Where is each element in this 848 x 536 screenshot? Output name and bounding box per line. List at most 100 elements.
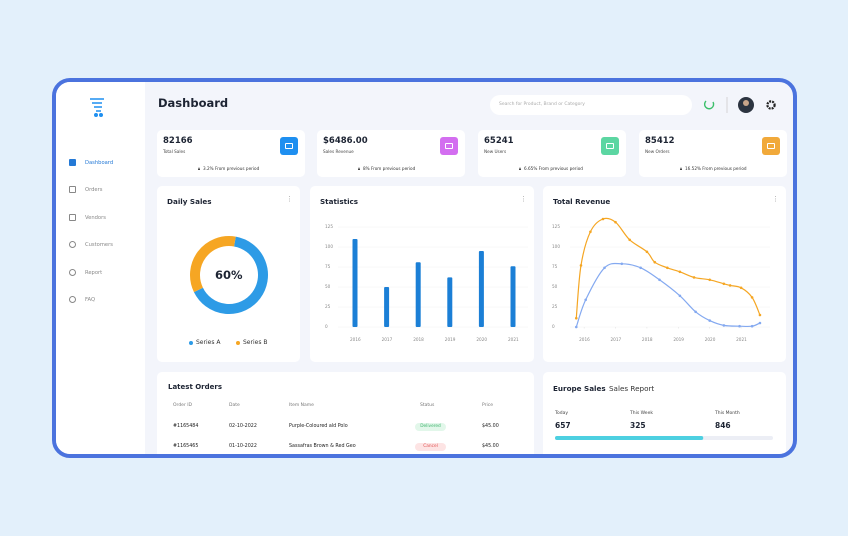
menu-icon xyxy=(69,269,76,276)
chart-card xyxy=(543,186,786,362)
menu-item[interactable]: Dashboard xyxy=(85,159,114,166)
point xyxy=(722,282,726,286)
cell: $45.00 xyxy=(482,423,499,429)
point xyxy=(584,298,587,302)
x-tick-label: 2017 xyxy=(610,337,622,343)
status: Cancel xyxy=(423,444,438,450)
y-tick-label: 50 xyxy=(325,284,331,290)
chart-title: Statistics xyxy=(320,197,359,207)
cell: #1165484 xyxy=(173,423,199,429)
cell: Purple-Coloured ald Polo xyxy=(289,423,348,429)
settings-icon[interactable] xyxy=(766,100,776,110)
chart-title: Total Revenue xyxy=(553,197,611,207)
x-tick-label: 2016 xyxy=(579,337,590,343)
device-frame: Dashboard Orders Vendors Customers Report FAQ… xyxy=(52,78,797,458)
sidebar xyxy=(56,82,145,454)
logo-lines xyxy=(90,98,104,112)
point xyxy=(692,276,696,279)
page-title: Dashboard xyxy=(158,95,229,110)
period-value: 657 xyxy=(555,421,571,431)
orders-card xyxy=(157,372,534,454)
bar xyxy=(510,266,516,327)
y-tick-label: 50 xyxy=(552,284,558,290)
menu-icon xyxy=(69,241,76,248)
point xyxy=(603,266,606,270)
y-tick-label: 125 xyxy=(552,224,560,230)
point xyxy=(620,262,624,266)
progress-fill xyxy=(555,436,704,440)
period-label: This Month xyxy=(715,411,740,417)
point xyxy=(645,250,649,254)
screen: Dashboard Orders Vendors Customers Report FAQ… xyxy=(56,82,793,454)
menu-item[interactable]: Report xyxy=(85,269,103,276)
y-tick-label: 0 xyxy=(552,324,555,330)
point xyxy=(694,310,697,314)
cell: $45.00 xyxy=(482,443,499,449)
point xyxy=(739,286,743,290)
y-tick-label: 75 xyxy=(325,264,331,270)
change-arrow xyxy=(358,167,360,170)
more-menu[interactable]: ⋮ xyxy=(520,195,527,204)
orders-title: Latest Orders xyxy=(168,383,223,392)
x-tick-label: 2019 xyxy=(673,337,684,343)
column-header: Order ID xyxy=(173,403,193,409)
donut-segment xyxy=(190,236,236,293)
more-menu[interactable]: ⋮ xyxy=(772,195,779,204)
column-header: Price xyxy=(482,403,493,409)
stat-change: 3.2% From previous period xyxy=(203,166,260,172)
status-pill xyxy=(415,423,446,431)
stat-value: 82166 xyxy=(163,136,193,147)
column-header: Item Name xyxy=(289,403,314,409)
y-tick-label: 25 xyxy=(325,304,331,310)
stat-value: $6486.00 xyxy=(323,136,368,147)
point xyxy=(614,220,617,224)
menu-icon xyxy=(69,159,76,166)
europe-subtitle: Sales Report xyxy=(609,384,655,394)
point xyxy=(678,270,682,274)
bar xyxy=(415,262,421,327)
menu-item[interactable]: Vendors xyxy=(85,214,106,221)
point xyxy=(738,324,741,328)
menu-icon xyxy=(69,186,76,193)
stat-value: 65241 xyxy=(484,136,514,147)
point xyxy=(653,260,657,264)
menu-item[interactable]: Customers xyxy=(85,241,113,248)
menu-icon xyxy=(69,214,76,221)
y-tick-label: 100 xyxy=(325,244,333,250)
stat-icon xyxy=(280,137,298,155)
point xyxy=(708,319,712,322)
legend-label: Series A xyxy=(196,339,221,347)
refresh-icon[interactable] xyxy=(703,100,715,110)
y-tick-label: 75 xyxy=(552,264,558,270)
bar xyxy=(384,287,390,327)
column-header: Date xyxy=(229,403,240,409)
point xyxy=(708,278,712,282)
period-value: 846 xyxy=(715,421,731,431)
stat-icon xyxy=(601,137,619,155)
legend-dot xyxy=(189,341,193,345)
europe-card xyxy=(543,372,786,454)
point xyxy=(758,321,762,325)
line xyxy=(575,262,761,328)
status-pill xyxy=(415,443,446,451)
point xyxy=(722,324,726,327)
point xyxy=(574,316,578,320)
charts xyxy=(190,217,773,440)
y-tick-label: 0 xyxy=(325,324,328,330)
menu-item[interactable]: FAQ xyxy=(85,296,96,303)
column-header: Status xyxy=(420,403,435,409)
stat-label: New Orders xyxy=(645,149,670,155)
search-box[interactable] xyxy=(490,95,692,115)
donut-center: 60% xyxy=(215,267,243,282)
logo-wheel xyxy=(99,113,104,118)
more-menu[interactable]: ⋮ xyxy=(286,195,293,204)
bar xyxy=(478,251,484,327)
menu-icon xyxy=(69,296,76,303)
bar xyxy=(352,239,358,327)
avatar-face xyxy=(743,100,749,106)
stat-change: 16.52% From previous period xyxy=(685,166,747,172)
menu-item[interactable]: Orders xyxy=(85,186,103,193)
period-label: This Week xyxy=(630,411,653,417)
stat-change: 6.65% From previous period xyxy=(524,166,583,172)
